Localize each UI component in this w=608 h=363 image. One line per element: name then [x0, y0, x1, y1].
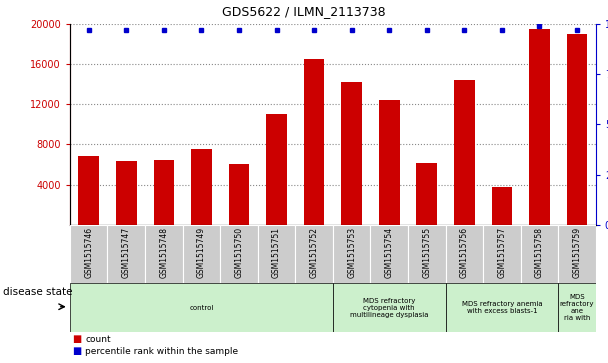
Text: GSM1515751: GSM1515751 [272, 227, 281, 278]
Text: ■: ■ [72, 334, 81, 344]
FancyBboxPatch shape [70, 225, 108, 283]
Bar [529, 29, 550, 225]
FancyBboxPatch shape [258, 225, 295, 283]
Text: GSM1515753: GSM1515753 [347, 227, 356, 278]
Text: GSM1515748: GSM1515748 [159, 227, 168, 278]
Text: GSM1515754: GSM1515754 [385, 227, 394, 278]
FancyBboxPatch shape [220, 225, 258, 283]
Bar [379, 100, 399, 225]
Bar [454, 80, 475, 225]
FancyBboxPatch shape [333, 225, 370, 283]
Text: disease state: disease state [3, 287, 72, 297]
Bar [304, 59, 325, 225]
Bar [266, 114, 287, 225]
Bar [492, 187, 513, 225]
Bar [416, 163, 437, 225]
Text: GSM1515746: GSM1515746 [84, 227, 93, 278]
FancyBboxPatch shape [333, 283, 446, 332]
FancyBboxPatch shape [108, 225, 145, 283]
Text: GSM1515757: GSM1515757 [497, 227, 506, 278]
Text: GSM1515749: GSM1515749 [197, 227, 206, 278]
Text: MDS
refractory
ane
ria with: MDS refractory ane ria with [560, 294, 594, 321]
FancyBboxPatch shape [520, 225, 558, 283]
Text: MDS refractory anemia
with excess blasts-1: MDS refractory anemia with excess blasts… [461, 301, 542, 314]
Text: GSM1515758: GSM1515758 [535, 227, 544, 278]
Text: GSM1515755: GSM1515755 [423, 227, 431, 278]
Text: count: count [85, 335, 111, 344]
Text: MDS refractory
cytopenia with
multilineage dysplasia: MDS refractory cytopenia with multilinea… [350, 298, 429, 318]
Text: GSM1515747: GSM1515747 [122, 227, 131, 278]
FancyBboxPatch shape [408, 225, 446, 283]
FancyBboxPatch shape [446, 283, 558, 332]
Bar [191, 148, 212, 225]
Text: GDS5622 / ILMN_2113738: GDS5622 / ILMN_2113738 [222, 5, 386, 19]
FancyBboxPatch shape [182, 225, 220, 283]
FancyBboxPatch shape [446, 225, 483, 283]
Bar [567, 34, 587, 225]
FancyBboxPatch shape [145, 225, 182, 283]
FancyBboxPatch shape [483, 225, 520, 283]
Text: ■: ■ [72, 346, 81, 356]
FancyBboxPatch shape [558, 283, 596, 332]
FancyBboxPatch shape [370, 225, 408, 283]
Bar [153, 160, 174, 225]
Bar [229, 164, 249, 225]
FancyBboxPatch shape [70, 283, 333, 332]
Text: GSM1515759: GSM1515759 [573, 227, 582, 278]
Text: control: control [189, 305, 213, 311]
Bar [341, 82, 362, 225]
Text: percentile rank within the sample: percentile rank within the sample [85, 347, 238, 356]
Bar [78, 156, 99, 225]
Text: GSM1515750: GSM1515750 [235, 227, 243, 278]
Text: GSM1515756: GSM1515756 [460, 227, 469, 278]
Text: GSM1515752: GSM1515752 [309, 227, 319, 278]
FancyBboxPatch shape [295, 225, 333, 283]
FancyBboxPatch shape [558, 225, 596, 283]
Bar [116, 160, 137, 225]
